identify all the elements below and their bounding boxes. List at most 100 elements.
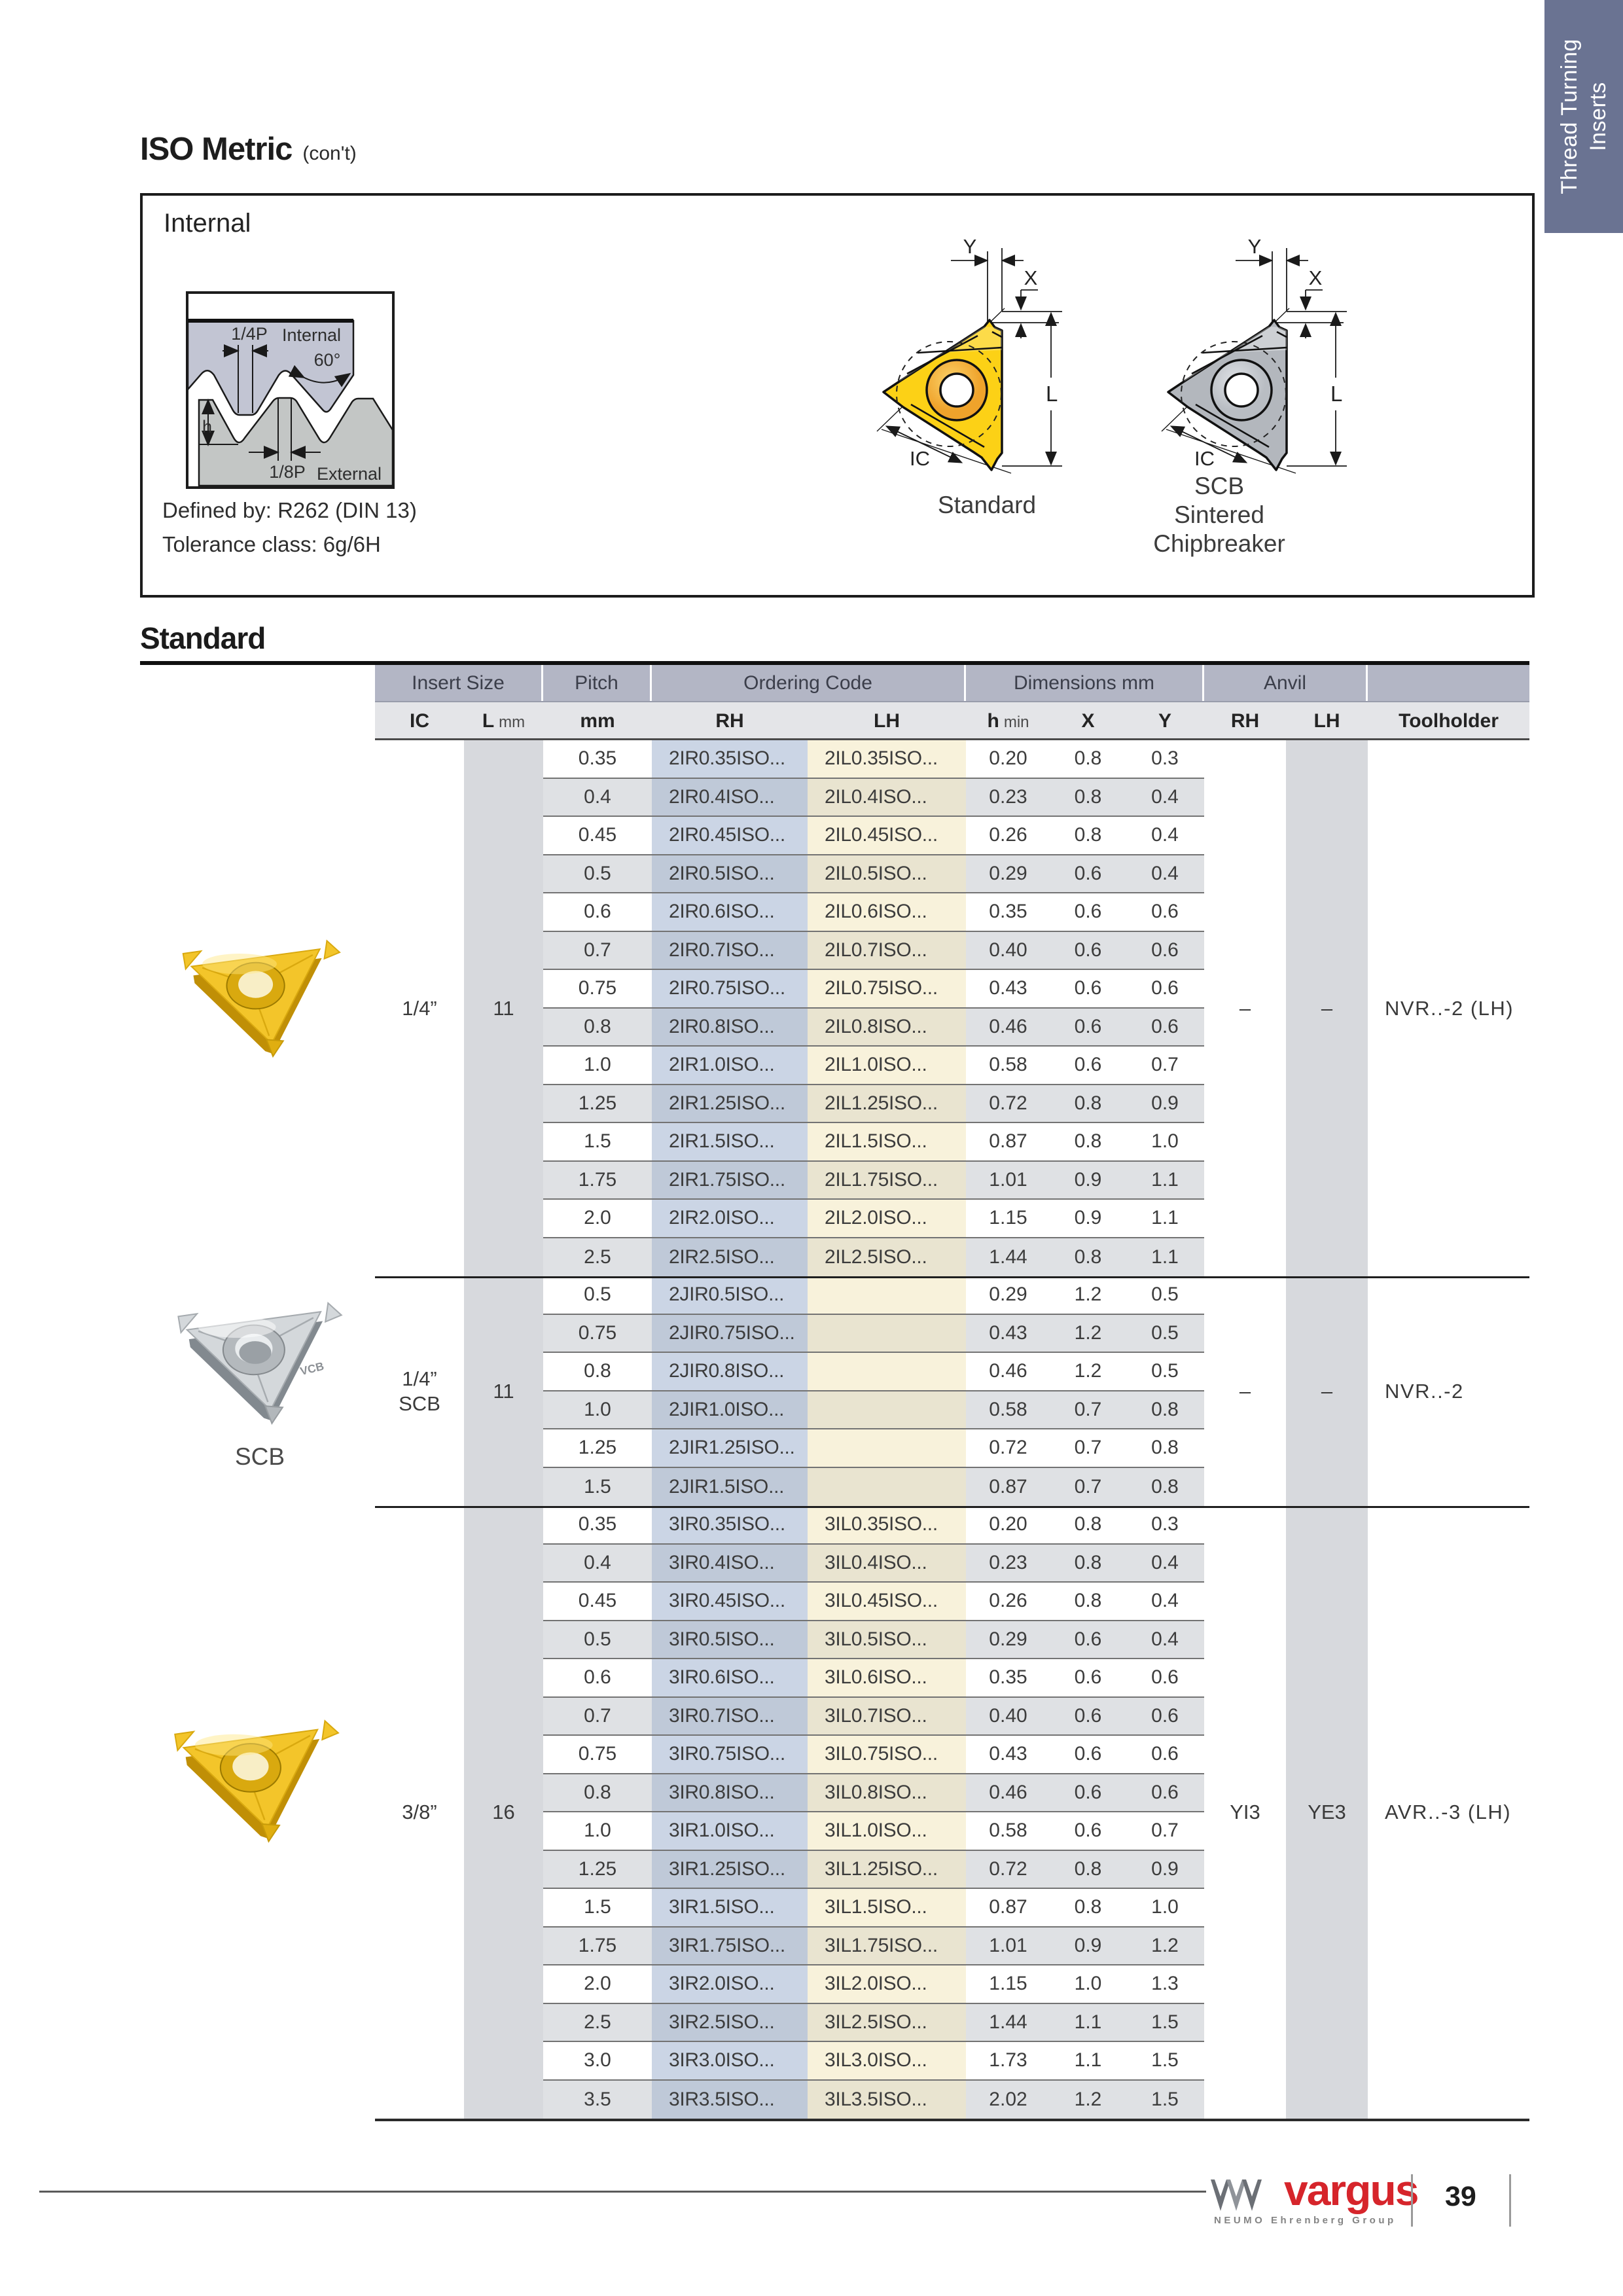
cell-y: 1.1	[1126, 1161, 1204, 1200]
cell-y: 1.3	[1126, 1965, 1204, 2004]
group-toolholder-value: AVR..-3 (LH)	[1385, 1801, 1512, 1823]
cell-pitch: 1.0	[543, 1812, 652, 1851]
footer-rule	[39, 2191, 1206, 2193]
cell-h-min: 0.23	[966, 778, 1050, 817]
h-dimension	[199, 399, 238, 446]
cell-pitch: 2.5	[543, 1238, 652, 1276]
cell-h-min: 0.35	[966, 893, 1050, 932]
y-dim-label: Y	[963, 235, 977, 258]
cell-x: 0.8	[1050, 1085, 1126, 1123]
scb-insert-facet-lines	[1191, 331, 1287, 448]
cell-h-min: 0.29	[966, 1621, 1050, 1659]
cell-x: 0.6	[1050, 1812, 1126, 1851]
cell-x: 0.6	[1050, 1697, 1126, 1736]
cell-pitch: 0.5	[543, 1276, 652, 1315]
group-anvil-rh-value: –	[1239, 1379, 1251, 1403]
cell-y: 0.6	[1126, 1697, 1204, 1736]
footer-tagline: NEUMO Ehrenberg Group	[1214, 2215, 1397, 2226]
cell-pitch: 0.75	[543, 1736, 652, 1774]
vargus-logo-text: vargus	[1284, 2166, 1419, 2214]
cell-ordering-code-lh: 2IL1.75ISO...	[808, 1161, 966, 1200]
cell-ordering-code-rh: 3IR0.75ISO...	[652, 1736, 808, 1774]
cell-ordering-code-lh: 3IL1.25ISO...	[808, 1850, 966, 1889]
cell-x: 0.8	[1050, 740, 1126, 779]
cell-x: 0.6	[1050, 855, 1126, 893]
cell-h-min: 0.87	[966, 1467, 1050, 1506]
cell-h-min: 0.40	[966, 931, 1050, 970]
cell-h-min: 0.43	[966, 1736, 1050, 1774]
photo-hole-shadow	[239, 1341, 272, 1364]
col-h-unit: min	[1003, 713, 1029, 731]
page-title-text: ISO Metric	[140, 132, 293, 167]
cell-h-min: 0.87	[966, 1123, 1050, 1162]
x-dim-label: X	[1309, 266, 1323, 289]
cell-y: 0.6	[1126, 931, 1204, 970]
cell-ordering-code-rh: 3IR1.25ISO...	[652, 1850, 808, 1889]
cell-x: 0.6	[1050, 1008, 1126, 1047]
cell-ordering-code-lh: 3IL1.0ISO...	[808, 1812, 966, 1851]
cell-x: 0.8	[1050, 1889, 1126, 1928]
scb-insert-hole	[1224, 372, 1259, 408]
cell-x: 0.7	[1050, 1391, 1126, 1429]
cell-ordering-code-lh	[808, 1353, 966, 1391]
photo-corner-tip	[324, 1301, 343, 1323]
cell-ordering-code-lh	[808, 1314, 966, 1353]
tab-text: Thread Turning Inserts	[1544, 0, 1623, 233]
cell-ordering-code-rh: 2IR2.0ISO...	[652, 1200, 808, 1238]
l-dim-label: L	[1330, 382, 1342, 406]
defined-by-line: Defined by: R262 (DIN 13)	[162, 498, 417, 522]
photo-highlight	[202, 954, 277, 975]
section-rule	[140, 661, 1529, 665]
group-anvil-lh-value: –	[1286, 1276, 1368, 1506]
cell-y: 1.0	[1126, 1123, 1204, 1162]
col-y: Y	[1158, 710, 1171, 732]
standard-insert-hole	[939, 372, 974, 408]
col-code-rh: RH	[715, 710, 744, 732]
cell-ordering-code-lh: 3IL2.5ISO...	[808, 2003, 966, 2042]
col-code-lh: LH	[874, 710, 900, 732]
photo-highlight	[198, 1316, 276, 1338]
header-blank	[1368, 665, 1529, 701]
cell-ordering-code-lh: 3IL0.5ISO...	[808, 1621, 966, 1659]
cell-ordering-code-rh: 3IR2.0ISO...	[652, 1965, 808, 2004]
cell-y: 0.6	[1126, 1736, 1204, 1774]
internal-label: Internal	[282, 325, 341, 345]
cell-y: 0.7	[1126, 1812, 1204, 1851]
cell-pitch: 1.75	[543, 1927, 652, 1965]
cell-ordering-code-rh: 3IR0.6ISO...	[652, 1659, 808, 1698]
cell-x: 0.8	[1050, 1544, 1126, 1583]
photo-highlight	[194, 1734, 273, 1756]
cell-x: 0.6	[1050, 1047, 1126, 1085]
external-thread-shape	[198, 397, 394, 487]
quarter-p-dimension	[223, 344, 268, 413]
cell-x: 1.1	[1050, 2042, 1126, 2081]
cell-pitch: 0.4	[543, 1544, 652, 1583]
scb-drawing-caption: SCB Sintered Chipbreaker	[1121, 472, 1317, 558]
cell-x: 0.6	[1050, 1736, 1126, 1774]
cell-ordering-code-rh: 2IR0.4ISO...	[652, 778, 808, 817]
cell-ordering-code-lh: 3IL2.0ISO...	[808, 1965, 966, 2004]
cell-x: 0.6	[1050, 931, 1126, 970]
page-title: ISO Metric (con't)	[140, 131, 357, 168]
cell-y: 0.4	[1126, 1583, 1204, 1621]
cell-x: 1.2	[1050, 1353, 1126, 1391]
cell-x: 0.8	[1050, 778, 1126, 817]
cell-x: 0.8	[1050, 1123, 1126, 1162]
cell-h-min: 0.72	[966, 1429, 1050, 1468]
cell-h-min: 0.20	[966, 1506, 1050, 1545]
cell-pitch: 1.25	[543, 1429, 652, 1468]
cell-pitch: 1.0	[543, 1391, 652, 1429]
cell-y: 0.4	[1126, 778, 1204, 817]
cell-ordering-code-rh: 2JIR0.5ISO...	[652, 1276, 808, 1315]
cell-x: 0.6	[1050, 1659, 1126, 1698]
photo-corner-tip	[264, 1405, 284, 1426]
insert-photo-standard-large	[174, 1719, 340, 1843]
cell-h-min: 0.26	[966, 1583, 1050, 1621]
cell-pitch: 0.45	[543, 817, 652, 855]
cell-h-min: 0.20	[966, 740, 1050, 779]
scb-photo-label: SCB	[234, 1443, 285, 1470]
group-l-mm-value: 11	[464, 1276, 543, 1506]
group-toolholder-value: NVR..-2	[1385, 1379, 1464, 1403]
cell-h-min: 0.43	[966, 1314, 1050, 1353]
cell-x: 0.9	[1050, 1200, 1126, 1238]
